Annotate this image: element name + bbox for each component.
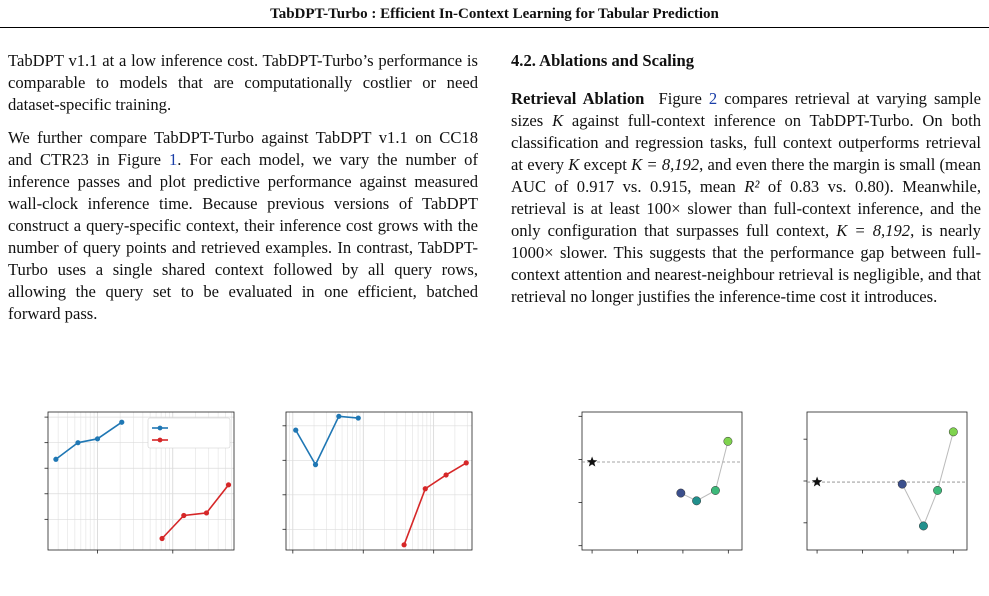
data-point <box>312 462 319 468</box>
full-context-star <box>811 476 823 487</box>
running-header: TabDPT-Turbo : Efficient In-Context Lear… <box>0 0 989 24</box>
run-in-heading: Retrieval Ablation <box>511 89 645 108</box>
data-point <box>181 512 187 519</box>
math-k-value: K = 8,192 <box>836 221 911 240</box>
series-line <box>403 462 467 546</box>
data-point <box>203 510 210 516</box>
data-point <box>443 472 449 478</box>
data-point <box>159 535 165 542</box>
chart-0 <box>44 411 235 554</box>
axes-frame <box>581 411 743 551</box>
section-title: 4.2. Ablations and Scaling <box>511 51 695 70</box>
running-header-title: TabDPT-Turbo : Efficient In-Context Lear… <box>270 6 719 22</box>
retrieval-point <box>919 521 928 531</box>
retrieval-point <box>723 436 733 446</box>
retrieval-point <box>676 488 686 498</box>
math-k: K <box>568 155 580 174</box>
axes-frame <box>47 411 235 551</box>
chart-2 <box>578 411 743 554</box>
data-point <box>401 542 407 548</box>
figure-1-link[interactable]: 1 <box>169 150 178 169</box>
data-point <box>336 413 342 419</box>
series-line <box>295 415 359 467</box>
right-column: 4.2. Ablations and Scaling Retrieval Abl… <box>511 50 981 319</box>
legend-box <box>147 417 231 449</box>
data-point <box>293 427 299 433</box>
retrieval-point <box>933 485 943 495</box>
figure-2 <box>578 411 968 554</box>
data-point <box>422 486 428 492</box>
axes-frame <box>285 411 473 551</box>
retrieval-point <box>948 427 958 437</box>
header-rule <box>0 27 989 28</box>
chart-1 <box>282 411 473 554</box>
paragraph-2-text-cont: . For each model, we vary the number of … <box>8 150 478 323</box>
legend-marker <box>157 437 163 443</box>
text-seg: of 0.83 vs. 0.80). Meanwhile, retrieval … <box>511 177 981 240</box>
series-line <box>55 421 123 460</box>
retrieval-ablation-paragraph: Retrieval Ablation Figure 2 compares ret… <box>511 88 981 308</box>
math-r2: R² <box>744 177 760 196</box>
text-seg: , and even there the margin is small (me… <box>511 155 981 196</box>
data-point <box>53 456 59 462</box>
data-point <box>75 440 81 446</box>
data-point <box>355 415 361 421</box>
text-seg: Figure <box>658 89 709 108</box>
figure-2-link[interactable]: 2 <box>708 89 718 108</box>
text-seg: except <box>579 155 632 174</box>
retrieval-point <box>897 479 907 489</box>
retrieval-line <box>901 431 954 528</box>
retrieval-point <box>710 486 720 495</box>
math-k-value: K = 8,192 <box>631 155 700 174</box>
text-seg: , is nearly 1000× slower. This suggests … <box>511 221 981 306</box>
legend-marker <box>157 425 163 431</box>
paragraph-1: TabDPT v1.1 at a low inference cost. Tab… <box>8 51 478 114</box>
text-seg: against full-context inference on TabDPT… <box>511 111 982 174</box>
paragraph-2-text: We further compare TabDPT-Turbo against … <box>8 128 478 169</box>
math-k: K <box>552 111 564 130</box>
data-point <box>94 436 101 442</box>
data-point <box>225 482 232 488</box>
chart-3 <box>803 411 968 554</box>
retrieval-point <box>692 496 702 506</box>
full-context-star <box>586 456 598 467</box>
axes-frame <box>806 411 968 551</box>
series-line <box>161 484 230 540</box>
data-point <box>463 460 469 466</box>
text-seg: compares retrieval at varying sample siz… <box>511 89 982 130</box>
retrieval-line <box>680 441 729 502</box>
paragraph-2: We further compare TabDPT-Turbo against … <box>8 127 478 325</box>
data-point <box>119 419 125 425</box>
left-column: TabDPT v1.1 at a low inference cost. Tab… <box>8 50 478 336</box>
figure-1 <box>44 411 473 554</box>
